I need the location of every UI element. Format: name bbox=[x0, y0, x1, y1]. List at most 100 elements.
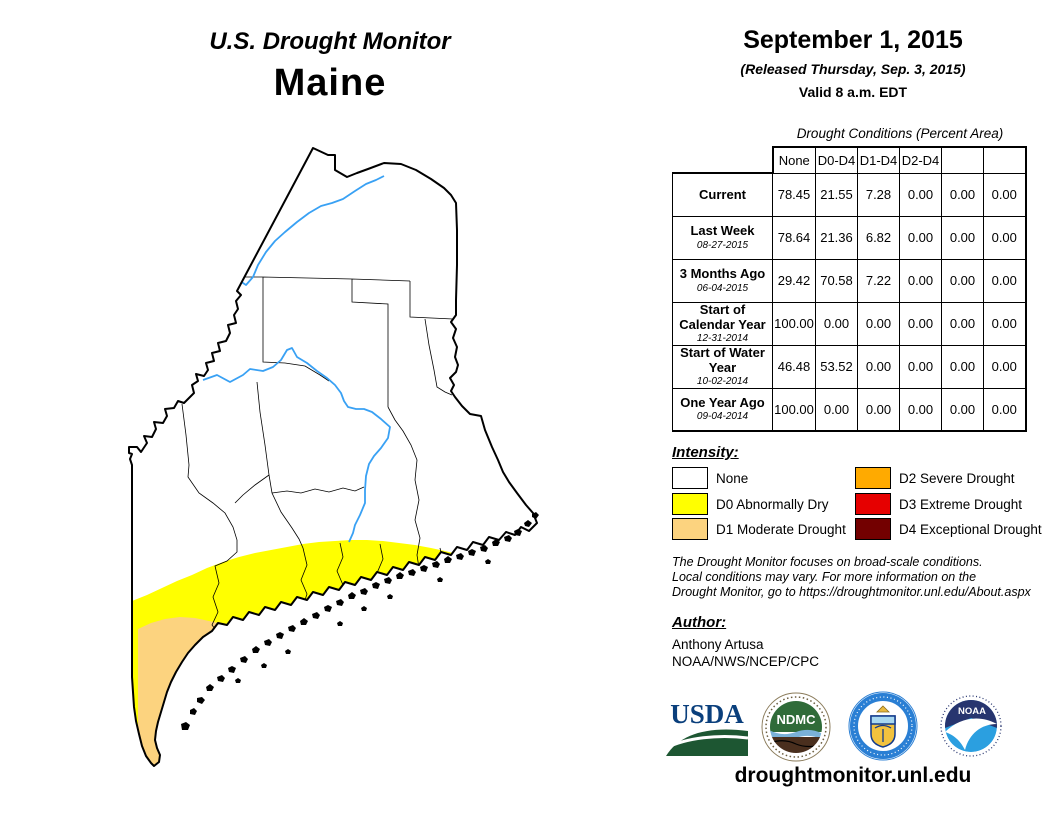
value-cell: 70.58 bbox=[815, 258, 858, 303]
col-header-none: None bbox=[771, 146, 816, 174]
doc-eagle bbox=[876, 705, 890, 713]
corner-cell bbox=[673, 147, 773, 173]
disclaimer-line: Local conditions may vary. For more info… bbox=[672, 570, 977, 584]
usda-swoosh bbox=[666, 735, 748, 750]
drought-conditions-table: None D0-D4 D1-D4 D2-D4 D3-D4 D4 Current … bbox=[672, 146, 1027, 432]
value-cell: 0.00 bbox=[983, 344, 1027, 389]
value-cell: 100.00 bbox=[772, 387, 816, 432]
value-cell: 100.00 bbox=[772, 301, 816, 346]
col-header-d1: D1-D4 bbox=[857, 146, 900, 174]
value-cell: 7.22 bbox=[857, 258, 900, 303]
legend-item-d1: D1 Moderate Drought bbox=[672, 518, 846, 540]
author-heading: Author: bbox=[672, 614, 727, 631]
value-cell: 0.00 bbox=[941, 215, 984, 260]
value-cell: 0.00 bbox=[983, 301, 1027, 346]
row-date: 08-27-2015 bbox=[696, 239, 749, 251]
value-cell: 0.00 bbox=[983, 215, 1027, 260]
ndmc-text-ring bbox=[765, 696, 827, 758]
value-cell: 6.82 bbox=[857, 215, 900, 260]
usda-wordmark: USDA bbox=[670, 699, 744, 729]
value-cell: 0.00 bbox=[941, 344, 984, 389]
row-label: Current bbox=[672, 172, 773, 217]
value-cell: 0.00 bbox=[857, 344, 900, 389]
table-caption: Drought Conditions (Percent Area) bbox=[796, 126, 1004, 141]
disclaimer-line: Drought Monitor, go to https://droughtmo… bbox=[672, 585, 1031, 599]
value-cell: 7.28 bbox=[857, 172, 900, 217]
table-row: One Year Ago 09-04-2014 100.00 0.00 0.00 … bbox=[672, 387, 1027, 432]
d4-swatch bbox=[855, 518, 891, 540]
maine-drought-map bbox=[128, 147, 539, 767]
noaa-text-ring bbox=[940, 695, 1002, 757]
d0-swatch bbox=[672, 493, 708, 515]
table-row: Last Week 08-27-2015 78.64 21.36 6.82 0.0… bbox=[672, 215, 1027, 260]
map-date: September 1, 2015 bbox=[743, 26, 963, 54]
value-cell: 53.52 bbox=[815, 344, 858, 389]
value-cell: 0.00 bbox=[899, 258, 942, 303]
ndmc-logo: NDMC bbox=[761, 692, 831, 762]
doc-shield-chief bbox=[870, 715, 896, 725]
value-cell: 46.48 bbox=[772, 344, 816, 389]
row-label: One Year Ago 09-04-2014 bbox=[672, 387, 773, 432]
legend-item-d4: D4 Exceptional Drought bbox=[855, 518, 1042, 540]
value-cell: 78.64 bbox=[772, 215, 816, 260]
legend-heading: Intensity: bbox=[672, 444, 739, 461]
value-cell: 78.45 bbox=[772, 172, 816, 217]
value-cell: 0.00 bbox=[941, 387, 984, 432]
table-row: Start of Calendar Year 12-31-2014 100.00 … bbox=[672, 301, 1027, 346]
table-row: 3 Months Ago 06-04-2015 29.42 70.58 7.22 … bbox=[672, 258, 1027, 303]
value-cell: 0.00 bbox=[857, 301, 900, 346]
value-cell: 0.00 bbox=[983, 387, 1027, 432]
col-header-d4: D4 bbox=[983, 146, 1027, 174]
row-date: 12-31-2014 bbox=[696, 332, 749, 344]
state-fill bbox=[129, 148, 537, 766]
value-cell: 0.00 bbox=[983, 258, 1027, 303]
table-row: Start of Water Year 10-02-2014 46.48 53.5… bbox=[672, 344, 1027, 389]
noaa-logo: NOAA bbox=[938, 693, 1004, 759]
col-header-d3: D3-D4 bbox=[941, 146, 984, 174]
disclaimer-line: The Drought Monitor focuses on broad-sca… bbox=[672, 555, 983, 569]
river-penobscot bbox=[202, 347, 391, 543]
valid-time: Valid 8 a.m. EDT bbox=[798, 84, 908, 100]
table-row: Current 78.45 21.55 7.28 0.00 0.00 0.00 bbox=[672, 172, 1027, 217]
row-date: 06-04-2015 bbox=[696, 282, 749, 294]
row-date: 09-04-2014 bbox=[696, 411, 749, 423]
value-cell: 0.00 bbox=[899, 344, 942, 389]
value-cell: 0.00 bbox=[941, 258, 984, 303]
row-label: Last Week 08-27-2015 bbox=[672, 215, 773, 260]
value-cell: 0.00 bbox=[899, 172, 942, 217]
doc-ring-text bbox=[853, 696, 913, 756]
noaa-wordmark: NOAA bbox=[958, 706, 986, 717]
value-cell: 21.36 bbox=[815, 215, 858, 260]
release-note: (Released Thursday, Sep. 3, 2015) bbox=[740, 61, 966, 77]
noaa-emblem bbox=[945, 700, 997, 752]
state-outline bbox=[128, 147, 538, 767]
d1-swatch bbox=[672, 518, 708, 540]
row-label: 3 Months Ago 06-04-2015 bbox=[672, 258, 773, 303]
legend-item-d3: D3 Extreme Drought bbox=[855, 493, 1022, 515]
value-cell: 0.00 bbox=[941, 301, 984, 346]
legend-item-none: None bbox=[672, 467, 748, 489]
d2-swatch bbox=[855, 467, 891, 489]
commerce-seal bbox=[848, 691, 918, 761]
website-url: droughtmonitor.unl.edu bbox=[734, 764, 972, 787]
ndmc-wordmark: NDMC bbox=[777, 712, 817, 727]
d3-swatch bbox=[855, 493, 891, 515]
value-cell: 0.00 bbox=[815, 387, 858, 432]
value-cell: 0.00 bbox=[857, 387, 900, 432]
value-cell: 0.00 bbox=[899, 215, 942, 260]
none-swatch bbox=[672, 467, 708, 489]
legend-item-d0: D0 Abnormally Dry bbox=[672, 493, 829, 515]
row-label: Start of Water Year 10-02-2014 bbox=[672, 344, 773, 389]
row-label: Start of Calendar Year 12-31-2014 bbox=[672, 301, 773, 346]
value-cell: 0.00 bbox=[983, 172, 1027, 217]
value-cell: 0.00 bbox=[899, 387, 942, 432]
author-name: Anthony Artusa bbox=[672, 637, 764, 652]
value-cell: 0.00 bbox=[815, 301, 858, 346]
col-header-d2: D2-D4 bbox=[899, 146, 942, 174]
table-header-row: None D0-D4 D1-D4 D2-D4 D3-D4 D4 bbox=[673, 146, 1027, 174]
usda-logo: USDA bbox=[666, 699, 748, 756]
value-cell: 21.55 bbox=[815, 172, 858, 217]
d1-region bbox=[131, 617, 270, 766]
state-title: Maine bbox=[273, 62, 387, 104]
